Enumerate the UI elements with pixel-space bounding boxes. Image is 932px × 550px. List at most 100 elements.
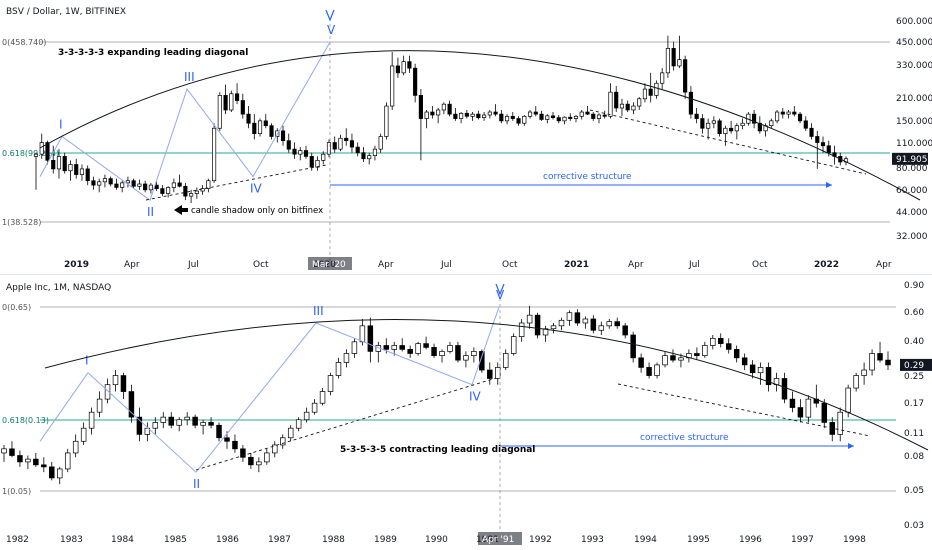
candle bbox=[625, 100, 630, 113]
cursor-marker-icon bbox=[325, 9, 335, 22]
apple-panel[interactable]: Apple Inc, 1M, NASDAQ 0(0.65) 0.618(0.13)… bbox=[1, 281, 932, 545]
candle bbox=[321, 151, 326, 165]
candle bbox=[102, 174, 108, 188]
apple-price-axis[interactable]: 0.90 0.60 0.40 0.25 0.17 0.11 0.08 0.05 0.03 0.29 bbox=[900, 281, 932, 531]
bsv-chart-title: BSV / Dollar, 1W, BITFINEX bbox=[6, 7, 126, 17]
candle bbox=[57, 466, 63, 485]
y-tick-label: 150.000 bbox=[896, 117, 932, 127]
candle bbox=[168, 412, 174, 429]
candle bbox=[131, 178, 136, 189]
candle bbox=[74, 158, 79, 179]
candle bbox=[534, 312, 541, 339]
candle bbox=[272, 441, 278, 458]
cursor-marker-icon bbox=[495, 283, 505, 296]
y-tick-label: 0.60 bbox=[904, 308, 924, 318]
candle bbox=[361, 147, 366, 162]
candle bbox=[148, 182, 153, 194]
bsv-time-axis[interactable]: 2019AprJulOct2020AprJulOct2021AprJulOct2… bbox=[64, 257, 892, 270]
candle bbox=[562, 116, 567, 125]
candle bbox=[725, 338, 732, 354]
candle bbox=[590, 315, 597, 334]
candle bbox=[550, 323, 557, 334]
candle bbox=[114, 178, 119, 190]
candle bbox=[654, 80, 659, 99]
last-price-value: 91.905 bbox=[896, 155, 928, 165]
candle bbox=[252, 114, 257, 140]
candle bbox=[606, 318, 613, 329]
candle bbox=[781, 372, 788, 404]
candle bbox=[642, 83, 648, 103]
candle bbox=[499, 109, 504, 124]
bsv-note-text: candle shadow only on bitfinex bbox=[191, 206, 323, 216]
dashed-trendline-0 bbox=[145, 164, 327, 201]
arrow-head-icon bbox=[848, 443, 854, 449]
x-tick-label: 2022 bbox=[814, 260, 839, 270]
candle bbox=[184, 412, 190, 426]
candle bbox=[280, 125, 286, 146]
candle bbox=[774, 109, 780, 124]
candle bbox=[660, 68, 665, 90]
candle bbox=[482, 112, 487, 121]
candle bbox=[248, 452, 254, 469]
candle bbox=[608, 83, 613, 119]
candle bbox=[298, 147, 303, 161]
candle bbox=[335, 357, 342, 379]
candle bbox=[476, 110, 481, 120]
candle bbox=[431, 343, 437, 358]
x-tick-label: Oct bbox=[253, 260, 269, 270]
candle bbox=[694, 107, 699, 124]
candle bbox=[351, 338, 358, 358]
candle bbox=[395, 57, 400, 78]
candle bbox=[487, 109, 492, 119]
candle bbox=[527, 109, 533, 119]
candle bbox=[375, 341, 382, 363]
candle bbox=[797, 112, 803, 124]
candle bbox=[183, 182, 188, 201]
candle bbox=[160, 412, 167, 429]
wave-label-III: III bbox=[184, 70, 195, 84]
wave-label-I: I bbox=[59, 117, 63, 131]
candle bbox=[246, 106, 251, 129]
candle bbox=[533, 106, 538, 117]
candle bbox=[470, 112, 475, 121]
candle bbox=[279, 434, 286, 449]
bsv-panel[interactable]: BSV / Dollar, 1W, BITFINEX 0(458.740) 0.6… bbox=[2, 7, 932, 270]
candle bbox=[614, 317, 620, 329]
x-tick-label: Apr bbox=[628, 260, 644, 270]
wave-label-II: II bbox=[193, 477, 200, 491]
x-tick-label: Jul bbox=[688, 260, 700, 270]
apple-candles bbox=[1, 305, 891, 485]
arc-trendline bbox=[39, 50, 921, 201]
candle bbox=[765, 362, 772, 392]
candle bbox=[292, 142, 297, 159]
candle bbox=[68, 160, 73, 181]
y-tick-label: 44.000 bbox=[896, 208, 928, 218]
apple-time-axis[interactable]: 1982198319841985198619871988198919901991… bbox=[6, 532, 866, 545]
x-tick-label: 1982 bbox=[6, 535, 29, 545]
candle bbox=[62, 152, 67, 174]
candle bbox=[430, 106, 435, 119]
x-tick-label: 1995 bbox=[687, 535, 710, 545]
x-tick-label: 1996 bbox=[739, 535, 762, 545]
dashed-trendline-1 bbox=[617, 383, 871, 437]
candle bbox=[206, 178, 211, 193]
candle bbox=[757, 362, 764, 385]
candle bbox=[740, 118, 745, 130]
candle bbox=[471, 347, 477, 363]
candle bbox=[176, 417, 182, 432]
candle bbox=[582, 316, 589, 329]
candle bbox=[805, 395, 812, 423]
candle bbox=[558, 317, 565, 331]
candle bbox=[332, 136, 337, 153]
candle bbox=[208, 417, 214, 429]
candle bbox=[510, 112, 515, 121]
bsv-candles bbox=[33, 35, 849, 204]
candle bbox=[349, 133, 355, 153]
x-tick-label: 1985 bbox=[164, 535, 187, 545]
bsv-price-axis[interactable]: 600.000 450.000 330.000 210.000 150.000 110.0… bbox=[892, 17, 932, 242]
candle bbox=[662, 351, 668, 368]
x-tick-label: 1997 bbox=[791, 535, 814, 545]
candle bbox=[234, 83, 240, 105]
x-tick-label: 1989 bbox=[374, 535, 397, 545]
